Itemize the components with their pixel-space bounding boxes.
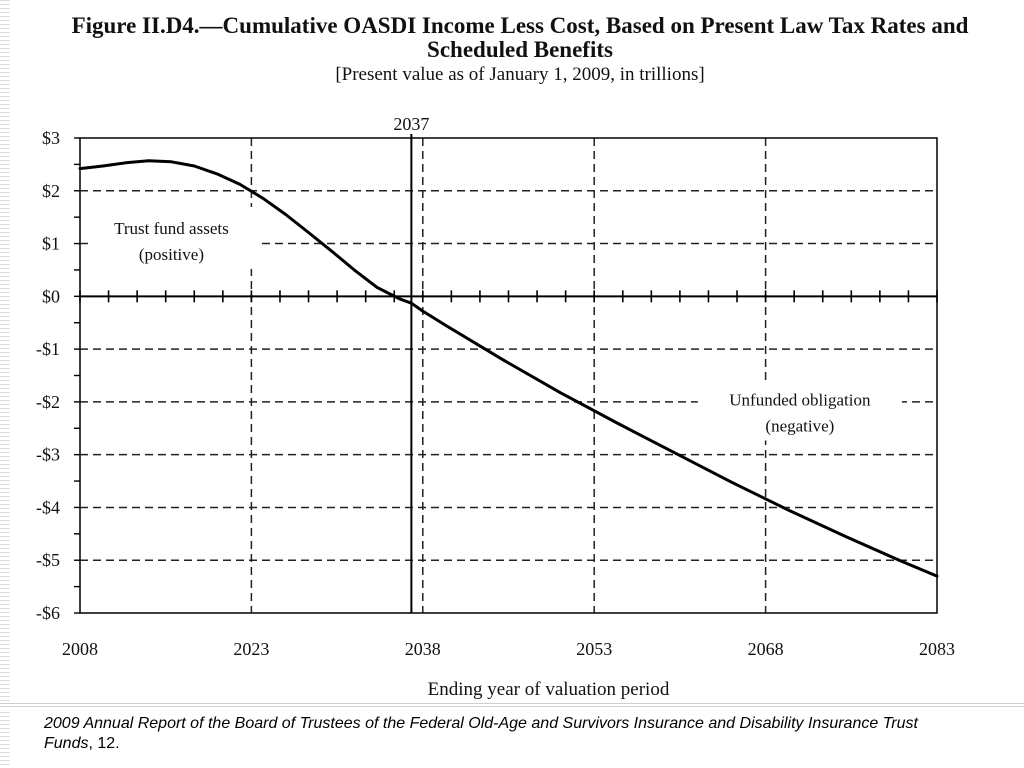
annotation-text: Trust fund assets <box>114 219 229 238</box>
citation-text: 2009 Annual Report of the Board of Trust… <box>44 715 918 752</box>
y-tick-label: -$5 <box>36 550 60 570</box>
x-axis-label: Ending year of valuation period <box>428 679 670 700</box>
y-tick-label: -$2 <box>36 392 60 412</box>
x-tick-label: 2008 <box>62 639 98 659</box>
x-tick-label: 2038 <box>405 639 441 659</box>
citation: 2009 Annual Report of the Board of Trust… <box>44 714 944 754</box>
y-tick-label: -$4 <box>36 497 60 517</box>
footer-divider <box>0 703 1024 709</box>
x-tick-label: 2023 <box>233 639 269 659</box>
citation-page: , 12. <box>88 735 120 752</box>
chart-subtitle: [Present value as of January 1, 2009, in… <box>335 64 705 85</box>
annotation-background <box>697 380 902 441</box>
y-tick-label: -$6 <box>36 603 60 623</box>
y-tick-label: $0 <box>42 286 60 306</box>
x-tick-label: 2068 <box>748 639 784 659</box>
series-line <box>78 159 939 578</box>
y-tick-label: $3 <box>42 128 60 148</box>
annotation-text: (negative) <box>765 416 834 435</box>
x-tick-label: 2083 <box>919 639 955 659</box>
y-tick-label: $2 <box>42 181 60 201</box>
y-tick-label: -$3 <box>36 445 60 465</box>
x-tick-label: 2053 <box>576 639 612 659</box>
annotation-text: Unfunded obligation <box>729 390 871 409</box>
year-2037-marker-label: 2037 <box>393 114 429 134</box>
chart-title: Figure II.D4.—Cumulative OASDI Income Le… <box>71 13 969 62</box>
y-tick-label: -$1 <box>36 339 60 359</box>
y-tick-label: $1 <box>42 234 60 254</box>
annotation-text: (positive) <box>139 245 204 264</box>
annotation-background <box>89 206 260 269</box>
slide-edge-decoration <box>0 0 10 768</box>
